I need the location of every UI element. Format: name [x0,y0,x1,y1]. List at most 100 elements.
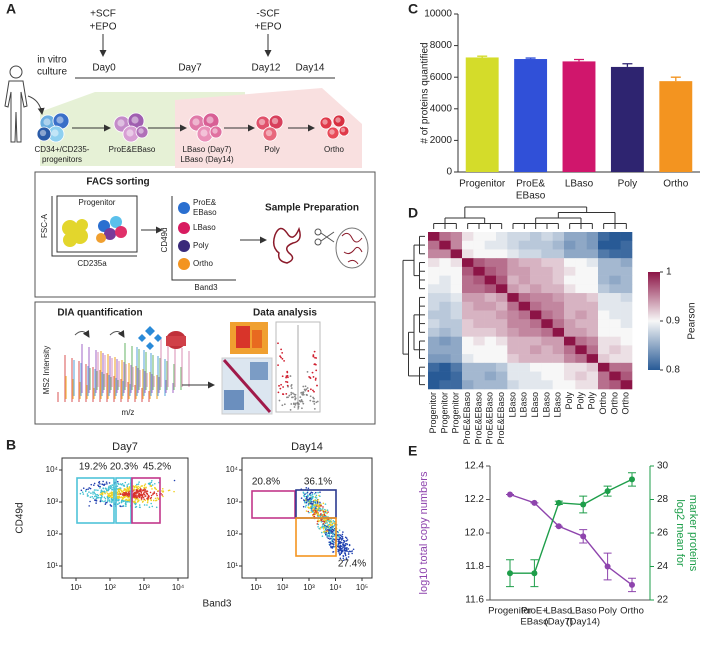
heat-cell [609,249,621,259]
cell-event [328,523,330,526]
heat-cell [439,336,451,346]
cell-event [132,495,135,497]
flow-plots: Day7 10¹ 10² 10³ 10⁴ 10¹ 10² 10³ 10⁴ 19.2% 20.3% 45… [46,441,373,592]
series-line [509,493,633,586]
cell-event [323,512,325,514]
cell-event [338,552,340,554]
cell-event [322,522,325,525]
cell-event [346,539,349,541]
volcano-dot [280,356,282,359]
heat-cell [609,327,621,337]
cell-event [126,499,129,502]
cell-event [316,511,319,513]
heat-cell [518,258,531,268]
cell-event [337,550,340,553]
cell-event [101,492,104,495]
heat-cell [507,266,519,276]
heat-cell [598,362,610,372]
heat-cell [575,310,587,320]
cell-event [108,488,110,491]
heat-cell [530,232,542,242]
cell-event [173,479,176,482]
cell-event [338,547,341,549]
heat-cell [439,354,451,364]
cell-event [330,545,332,548]
error-bar [574,58,584,62]
heat-cell [428,345,440,355]
cell-event [328,535,331,538]
cell-event [118,496,121,498]
heat-cell [450,362,463,372]
point [507,491,513,498]
volcano-dot [294,403,297,406]
column-label: LBaso [541,392,551,418]
volcano-dot [287,396,289,399]
cell-event [93,484,95,486]
volcano-dot [290,403,293,405]
heat-cell [450,319,463,329]
cell-event [107,499,109,501]
cell-event [104,497,107,500]
heat-cell [620,327,633,337]
cell-event [326,512,328,515]
heat-cell [462,275,474,285]
cell-event [345,540,348,542]
cell-event [103,500,105,503]
heat-cell [530,345,542,355]
cell-event [318,507,321,510]
cell-event [323,519,325,522]
heat-cell [518,319,531,329]
stage-text: +EPO [255,22,282,33]
cell-event [344,547,347,549]
heat-cell [552,380,565,390]
cell-event [347,556,350,558]
panel-label: A [6,1,16,17]
x-tick-label: Ortho [663,179,688,190]
heat-cell [530,293,542,303]
cell-event [88,505,90,507]
heat-cell [598,327,610,337]
culture-text: culture [37,67,67,78]
heat-cell [530,284,542,294]
cell-event [140,494,142,497]
cell-event [312,502,314,505]
day-label: Day12 [252,63,281,74]
heat-cell [564,310,576,320]
y-tick-label: 0 [446,167,452,178]
cell-event [151,484,154,486]
cell-event [344,553,347,556]
cell-nucleus [39,129,47,137]
cell-event [314,496,317,499]
volcano-dot [286,374,289,377]
error-bar [477,55,488,58]
cell-event [332,532,334,535]
x-tick-label: ProE& [516,179,545,190]
bar [659,81,693,172]
volcano-dot [285,392,288,395]
cell-event [344,544,347,547]
plot-frame [241,457,373,579]
cell-event [123,489,126,491]
cell-event [136,498,139,500]
heat-cell [620,380,633,390]
cell-nucleus [212,128,218,134]
cell-label: LBaso (Day14) [180,155,234,164]
heat-cell [439,327,451,337]
heat-cell [507,301,519,311]
cell-event [125,493,128,496]
cell-event [316,512,319,515]
dia-title: DIA quantification [57,308,142,319]
volcano-dot [277,364,279,367]
cell-event [351,550,354,552]
cell-event [319,501,321,504]
protein [272,226,301,264]
volcano-dot [289,375,292,377]
cell-event [99,493,102,496]
heat-cell [518,327,531,337]
heat-cell [552,240,565,250]
cell-event [320,531,323,534]
cell-event [339,541,341,543]
cell-event [348,544,351,547]
volcano-dot [281,357,284,360]
axis-label: m/z [122,408,135,417]
